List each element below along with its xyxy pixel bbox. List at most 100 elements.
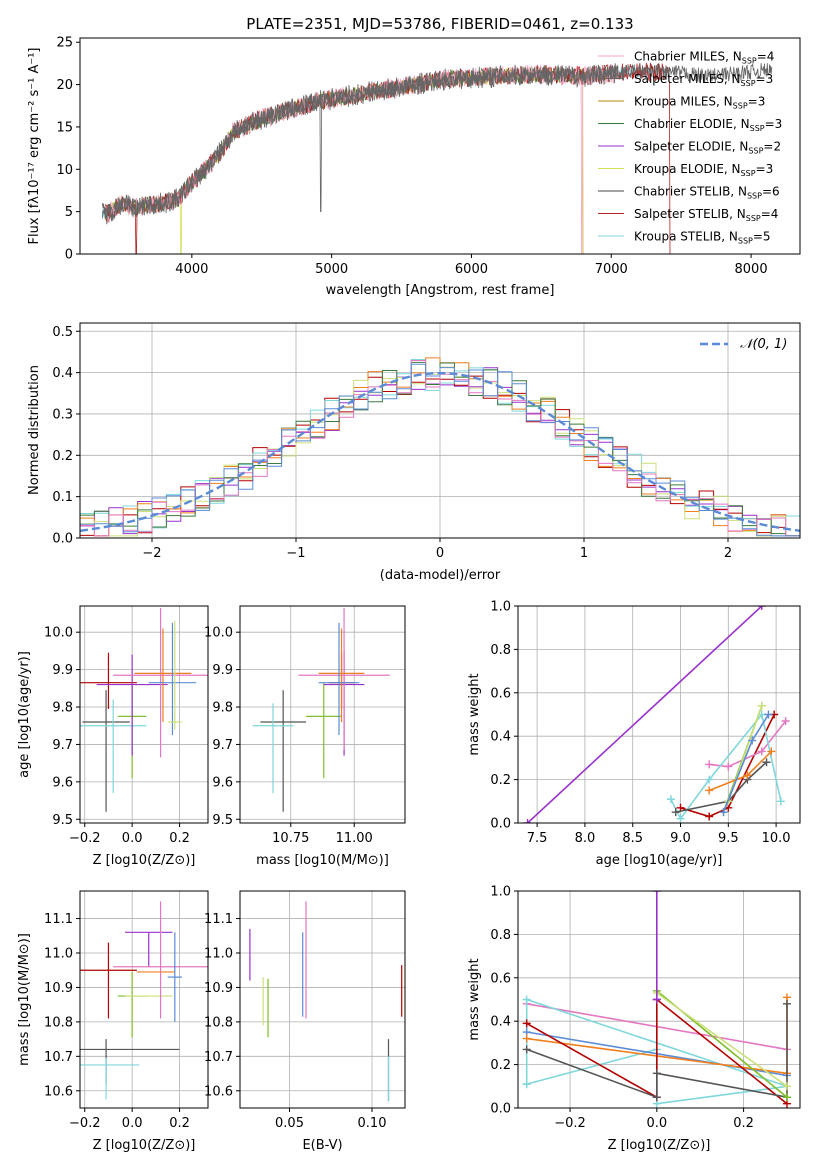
- y-tick-label: 0.8: [490, 928, 511, 943]
- x-axis-label: wavelength [Angstrom, rest frame]: [326, 283, 555, 298]
- y-tick-label: 10.8: [44, 1015, 73, 1030]
- y-tick-label: 10.9: [204, 981, 233, 996]
- y-tick-label: 9.6: [52, 775, 73, 790]
- x-tick-label: 4000: [175, 262, 208, 277]
- error-bar-point: [80, 699, 147, 794]
- y-tick-label: 20: [56, 78, 73, 93]
- panel-3: [76, 605, 209, 827]
- x-tick-label: 10.75: [272, 831, 309, 846]
- panel-7: [236, 890, 406, 1112]
- weight-line: [675, 761, 768, 813]
- error-bar-point: [167, 932, 182, 1022]
- x-axis-label: Z [log10(Z/Z⊙)]: [93, 1138, 196, 1153]
- weight-marker: [781, 717, 790, 726]
- x-tick-label: 0.10: [358, 1116, 387, 1131]
- error-bar-point: [80, 652, 137, 709]
- panel-1: [76, 37, 801, 258]
- error-bar-point: [260, 690, 306, 812]
- weight-marker: [748, 736, 757, 745]
- weight-marker: [705, 775, 714, 784]
- y-tick-label: 9.8: [52, 701, 73, 716]
- spectrum-grey: [102, 63, 773, 219]
- panel-6: [76, 890, 209, 1112]
- y-tick-label: 9.6: [212, 775, 233, 790]
- legend-entry: Salpeter MILES, NSSP=3: [634, 72, 773, 88]
- histogram-step: [80, 363, 800, 537]
- weight-marker: [652, 1069, 661, 1078]
- weight-marker: [776, 797, 785, 806]
- weight-marker: [671, 808, 680, 817]
- x-tick-label: −0.2: [554, 1116, 586, 1131]
- axes-frame: [239, 890, 406, 1109]
- histogram-step: [80, 360, 800, 537]
- x-tick-label: 0.2: [733, 1116, 754, 1131]
- y-tick-label: 9.8: [212, 701, 233, 716]
- weight-marker: [762, 758, 771, 767]
- axes-frame: [79, 322, 801, 539]
- weight-marker: [522, 995, 531, 1004]
- plot-area: [80, 607, 208, 812]
- y-tick-label: 10.0: [44, 626, 73, 641]
- y-axis-label: mass weight: [467, 958, 482, 1040]
- error-bar-point: [113, 901, 208, 1019]
- y-tick-label: 0.2: [52, 449, 73, 464]
- weight-marker: [719, 808, 728, 817]
- error-bar-point: [134, 628, 192, 722]
- weight-marker: [757, 747, 766, 756]
- error-bar-point: [80, 1058, 140, 1100]
- y-tick-label: 9.7: [52, 738, 73, 753]
- y-tick-label: 0.4: [52, 366, 73, 381]
- y-tick-label: 10.7: [44, 1050, 73, 1065]
- legend-entry: Chabrier ELODIE, NSSP=3: [634, 117, 782, 133]
- legend-entry: Kroupa STELIB, NSSP=5: [634, 230, 771, 246]
- y-tick-label: 10: [56, 163, 73, 178]
- y-tick-label: 11.0: [44, 947, 73, 962]
- y-tick-label: 11.0: [204, 947, 233, 962]
- x-tick-label: 10.0: [762, 831, 791, 846]
- y-tick-label: 9.9: [52, 663, 73, 678]
- y-tick-label: 9.9: [212, 663, 233, 678]
- legend-entry: Salpeter ELODIE, NSSP=2: [634, 140, 781, 156]
- x-axis-label: E(B-V): [302, 1138, 342, 1153]
- y-tick-label: 0.0: [490, 817, 511, 832]
- x-tick-label: 5000: [315, 262, 348, 277]
- weight-marker: [764, 710, 773, 719]
- weight-marker: [757, 606, 766, 610]
- x-tick-label: −0.2: [69, 831, 101, 846]
- x-tick-label: 2: [724, 546, 732, 561]
- y-tick-label: 0.2: [490, 1058, 511, 1073]
- plot-area: [249, 901, 403, 1102]
- weight-marker: [522, 1034, 531, 1043]
- legend-entry: Chabrier STELIB, NSSP=6: [634, 185, 780, 201]
- x-axis-label: Z [log10(Z/Z⊙)]: [608, 1138, 711, 1153]
- weight-marker: [522, 1080, 531, 1089]
- error-bar-point: [148, 622, 197, 736]
- weight-marker: [652, 891, 661, 895]
- error-bar-point: [318, 622, 360, 736]
- x-tick-label: 0.0: [646, 1116, 667, 1131]
- x-tick-label: 6000: [455, 262, 488, 277]
- weight-marker: [757, 701, 766, 710]
- y-tick-label: 0.4: [490, 730, 511, 745]
- panel-2: [76, 322, 801, 542]
- weight-line: [680, 714, 775, 818]
- weight-marker: [767, 747, 776, 756]
- y-tick-label: 0.5: [52, 325, 73, 340]
- x-tick-label: 8000: [735, 262, 768, 277]
- normal-curve: [80, 371, 800, 532]
- axes-frame: [79, 890, 209, 1109]
- y-tick-label: 11.1: [204, 912, 233, 927]
- y-tick-label: 9.5: [52, 813, 73, 828]
- chart-title: PLATE=2351, MJD=53786, FIBERID=0461, z=0…: [246, 15, 633, 33]
- y-tick-label: 0.0: [490, 1102, 511, 1117]
- plot-area: [252, 607, 390, 812]
- weight-marker: [522, 1019, 531, 1028]
- weight-marker: [743, 771, 752, 780]
- y-tick-label: 9.5: [212, 813, 233, 828]
- weight-marker: [724, 762, 733, 771]
- plot-area: [523, 606, 790, 823]
- panel-8: [514, 890, 801, 1112]
- x-tick-label: 9.5: [718, 831, 739, 846]
- weight-marker: [676, 814, 685, 823]
- weight-marker: [782, 1082, 791, 1091]
